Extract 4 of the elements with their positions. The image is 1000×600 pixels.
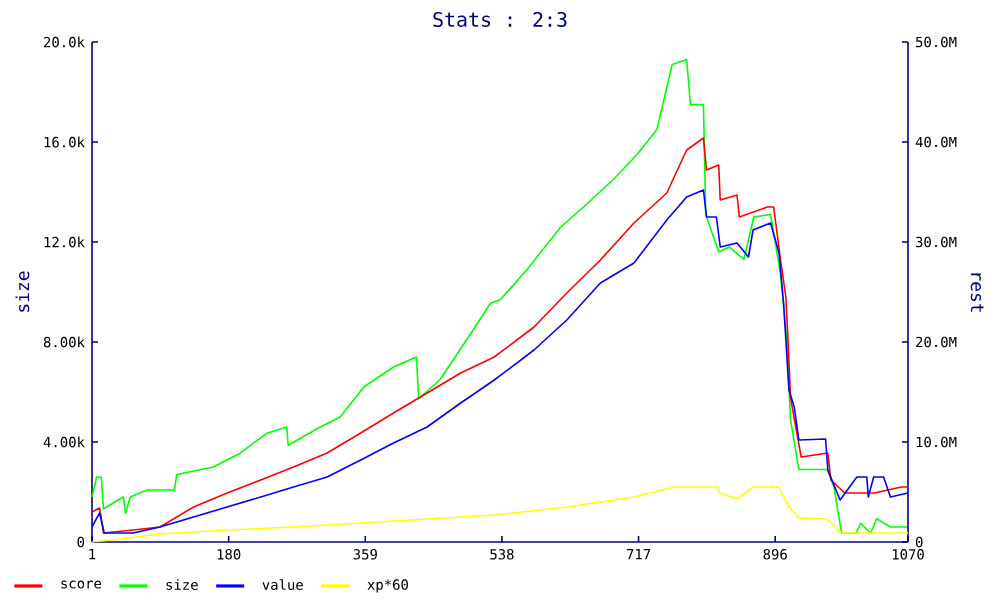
y-axis-title: size (15, 271, 30, 312)
y2-axis-title: rest (970, 273, 984, 312)
line-series (91, 58, 909, 534)
chart-title: Stats : 2:3 (433, 11, 567, 27)
